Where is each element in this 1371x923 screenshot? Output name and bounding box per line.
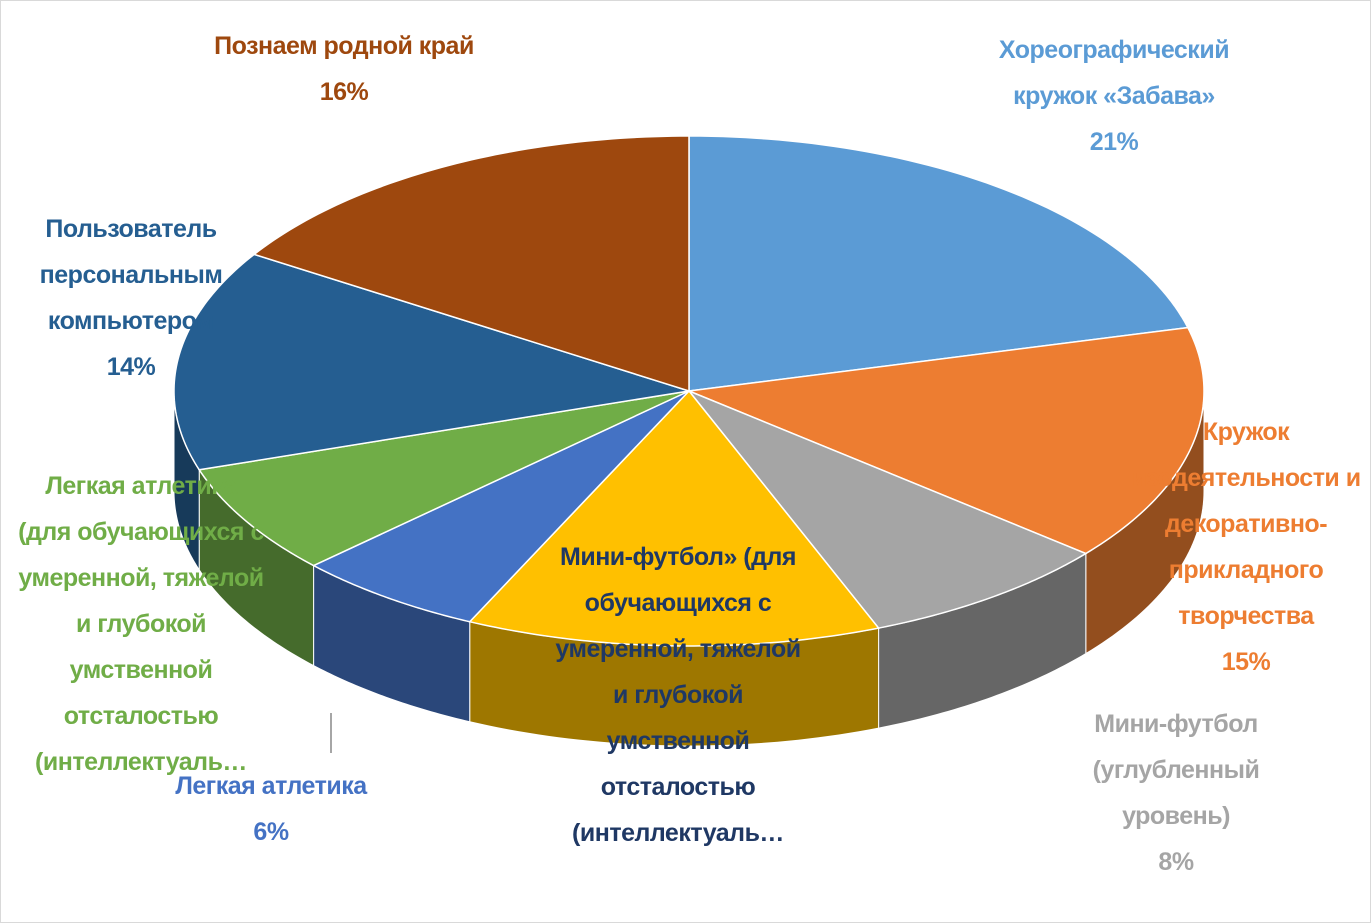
data-label: Легкая атлетика 6% bbox=[141, 763, 401, 855]
category-name: Хореографический кружок «Забава» bbox=[998, 36, 1230, 110]
percent-label: 21% bbox=[1089, 128, 1139, 156]
data-label: Хореографический кружок «Забава» 21% bbox=[984, 27, 1244, 165]
category-name: Кружок изодеятельности и декоративно-при… bbox=[1131, 418, 1361, 630]
data-label: Кружок изодеятельности и декоративно-при… bbox=[1121, 409, 1370, 685]
slice bbox=[311, 390, 690, 623]
slice bbox=[688, 135, 1190, 392]
slice bbox=[686, 326, 1205, 555]
category-name: Пользователь персональным компьютером bbox=[39, 215, 223, 335]
slice bbox=[173, 253, 690, 471]
slice bbox=[197, 390, 690, 567]
percent-label: 6% bbox=[253, 818, 289, 846]
slice bbox=[468, 389, 880, 647]
percent-label: 8% bbox=[1158, 848, 1194, 876]
category-name: Познаем родной край bbox=[214, 32, 474, 60]
category-name: Мини-футбол» (для обучающихся с умеренно… bbox=[555, 543, 801, 847]
data-label: Мини-футбол» (для обучающихся с умеренно… bbox=[548, 534, 808, 856]
percent-label: 14% bbox=[106, 353, 156, 381]
percent-label: 16% bbox=[319, 78, 369, 106]
data-label: Познаем родной край 16% bbox=[204, 23, 484, 115]
category-name: Мини-футбол (углубленный уровень) bbox=[1092, 710, 1260, 830]
data-label: Пользователь персональным компьютером 14% bbox=[11, 206, 251, 390]
slice bbox=[686, 389, 1088, 629]
data-label: Легкая атлетика (для обучающихся с умере… bbox=[16, 463, 266, 785]
slice bbox=[252, 135, 690, 393]
percent-label: 15% bbox=[1221, 648, 1271, 676]
category-name: Легкая атлетика (для обучающихся с умере… bbox=[18, 472, 264, 776]
data-label: Мини-футбол (углубленный уровень) 8% bbox=[1071, 701, 1281, 885]
category-name: Легкая атлетика bbox=[175, 772, 367, 800]
